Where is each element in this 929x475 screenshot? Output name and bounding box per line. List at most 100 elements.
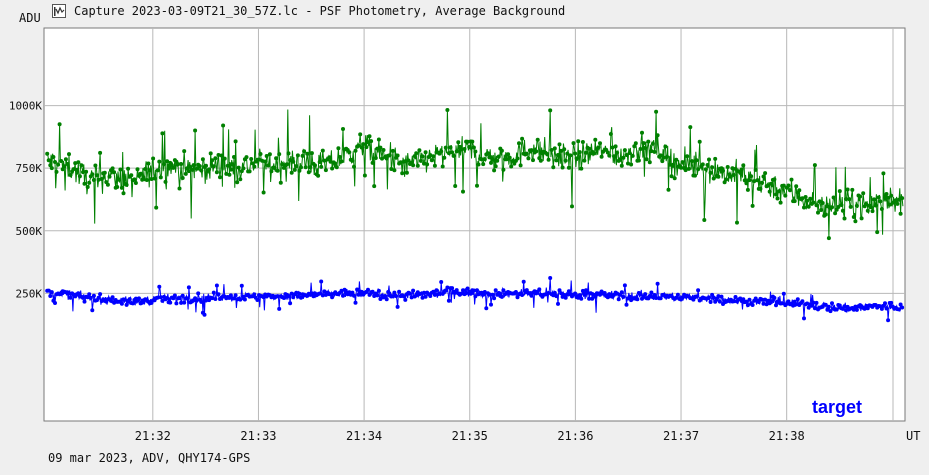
- data-point: [496, 291, 501, 295]
- data-point: [780, 301, 785, 306]
- data-point: [186, 169, 191, 174]
- data-point: [152, 176, 157, 181]
- data-point: [341, 293, 345, 298]
- data-point: [401, 294, 406, 299]
- data-point: [299, 295, 303, 300]
- data-point: [842, 216, 847, 221]
- data-point: [654, 296, 659, 300]
- data-point: [275, 168, 280, 173]
- data-point: [299, 165, 303, 170]
- data-point: [179, 300, 184, 305]
- data-point: [225, 163, 230, 168]
- data-point: [786, 183, 791, 188]
- data-point: [358, 132, 363, 137]
- data-point: [489, 160, 493, 165]
- data-point: [464, 291, 469, 296]
- data-point: [133, 181, 138, 185]
- data-point: [361, 142, 366, 147]
- data-point: [68, 295, 73, 300]
- data-point: [165, 296, 170, 300]
- data-point: [552, 146, 557, 151]
- data-point: [238, 177, 243, 182]
- data-point: [747, 297, 752, 302]
- data-point: [420, 154, 425, 159]
- data-point: [261, 190, 266, 195]
- data-point: [873, 203, 878, 208]
- data-point: [46, 288, 51, 293]
- data-point: [95, 173, 99, 178]
- data-point: [879, 306, 884, 311]
- tick-labels: 1000K 750K 500K 250K 21:32 21:33 21:34 21:35 21:…: [9, 100, 805, 443]
- data-point: [825, 307, 830, 312]
- data-point: [484, 306, 489, 311]
- data-point: [77, 174, 82, 179]
- data-point: [556, 153, 560, 157]
- data-point: [222, 156, 227, 161]
- data-point: [218, 175, 222, 180]
- data-point: [563, 158, 568, 163]
- data-point: [574, 156, 579, 161]
- data-point: [62, 164, 67, 169]
- data-point: [593, 294, 598, 299]
- data-point: [854, 203, 859, 208]
- data-point: [367, 134, 372, 139]
- data-point: [658, 153, 663, 158]
- data-point: [517, 141, 521, 146]
- data-point: [278, 180, 283, 185]
- data-point: [599, 154, 604, 159]
- data-point: [57, 122, 62, 127]
- data-point: [389, 167, 394, 171]
- data-point: [696, 167, 701, 172]
- data-point: [137, 296, 141, 301]
- data-point: [577, 150, 582, 155]
- data-point: [53, 301, 57, 305]
- data-point: [171, 165, 176, 170]
- data-point: [448, 145, 453, 150]
- series-line: [46, 109, 904, 239]
- data-point: [230, 162, 235, 167]
- data-point: [800, 196, 805, 201]
- data-point: [232, 296, 236, 301]
- data-point: [204, 163, 208, 168]
- data-point: [551, 165, 556, 170]
- data-point: [794, 302, 799, 307]
- data-point: [473, 294, 478, 299]
- data-point: [674, 295, 679, 300]
- data-point: [579, 296, 584, 301]
- data-point: [633, 141, 638, 146]
- data-point: [129, 173, 134, 178]
- data-point: [82, 299, 87, 304]
- data-point: [493, 288, 498, 293]
- data-point: [468, 291, 473, 296]
- data-point: [214, 283, 219, 288]
- data-point: [119, 185, 124, 190]
- data-point: [819, 208, 824, 212]
- axis-labels: ADU UT: [19, 11, 920, 443]
- data-point: [582, 158, 587, 163]
- data-point: [774, 303, 778, 308]
- data-point: [716, 294, 721, 299]
- data-point: [495, 158, 500, 163]
- data-point: [735, 220, 739, 225]
- data-point: [887, 202, 892, 207]
- data-point: [180, 176, 185, 180]
- data-point: [366, 287, 370, 292]
- data-point: [353, 148, 358, 153]
- data-point: [154, 205, 159, 210]
- data-point: [264, 154, 269, 158]
- data-point: [115, 185, 120, 189]
- data-point: [636, 158, 641, 163]
- data-point: [758, 186, 763, 191]
- data-point: [823, 212, 828, 217]
- data-point: [370, 289, 375, 294]
- data-point: [200, 157, 205, 162]
- data-point: [761, 174, 766, 179]
- data-point: [263, 159, 268, 164]
- data-point: [830, 301, 834, 306]
- data-point: [99, 177, 104, 181]
- data-point: [417, 148, 422, 153]
- data-point: [809, 303, 814, 308]
- data-point: [158, 295, 163, 300]
- data-point: [674, 157, 679, 162]
- x-tick-label: 21:33: [240, 429, 276, 443]
